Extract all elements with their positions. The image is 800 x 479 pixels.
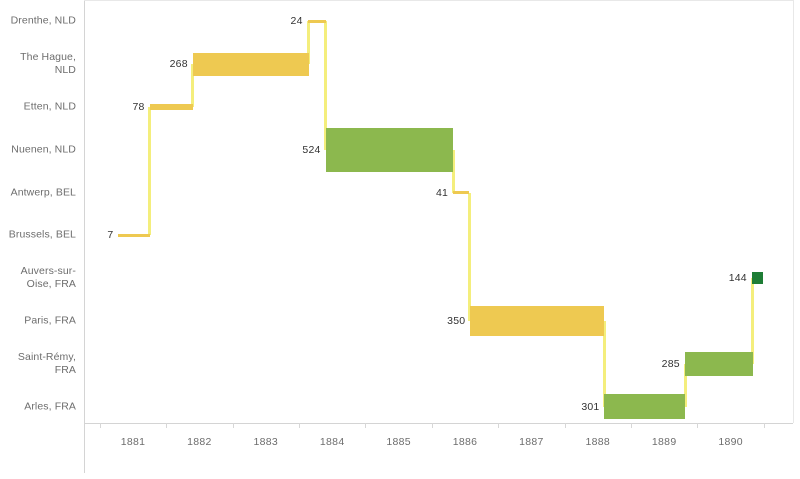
x-axis-label-1884: 1884	[319, 436, 345, 448]
x-axis-label-1881: 1881	[120, 436, 146, 448]
bar-value-label-auvers-sur-oise-fra: 144	[728, 272, 747, 285]
connector-drenthe-nld-to-nuenen-nld	[324, 21, 328, 150]
connector-antwerp-bel-to-paris-fra	[468, 192, 472, 321]
x-axis-label-1887: 1887	[519, 436, 544, 448]
y-axis-label-the-hague-nld: The Hague, NLD	[20, 51, 76, 77]
y-axis-label-auvers-sur-oise-fra: Auvers-sur-Oise, FRA	[20, 265, 76, 291]
x-axis-tick	[631, 423, 632, 428]
x-axis-label-1886: 1886	[452, 436, 478, 448]
bar-value-label-saint-r-my-fra: 285	[661, 357, 680, 370]
gantt-bar-drenthe-nld[interactable]	[307, 19, 326, 23]
connector-nuenen-nld-to-antwerp-bel	[451, 149, 455, 193]
y-axis-label-nuenen-nld: Nuenen, NLD	[11, 143, 76, 156]
plot-right-border	[793, 0, 794, 423]
gantt-bar-arles-fra[interactable]	[604, 393, 686, 420]
bar-value-label-etten-nld: 78	[132, 101, 145, 113]
x-axis-tick	[99, 423, 101, 428]
y-axis-label-etten-nld: Etten, NLD	[23, 100, 76, 113]
bar-value-label-brussels-bel: 7	[107, 229, 114, 242]
gantt-bar-etten-nld[interactable]	[149, 103, 193, 111]
y-axis-label-drenthe-nld: Drenthe, NLD	[10, 14, 76, 27]
x-axis-tick	[697, 423, 699, 428]
x-axis-label-1885: 1885	[386, 436, 411, 448]
x-axis-tick	[166, 423, 168, 428]
connector-saint-r-my-fra-to-auvers-sur-oise-fra	[750, 278, 754, 364]
gantt-bar-auvers-sur-oise-fra[interactable]	[751, 272, 764, 285]
y-axis-line	[84, 0, 85, 473]
x-axis-tick	[299, 423, 300, 428]
x-axis-tick	[431, 423, 433, 428]
connector-the-hague-nld-to-drenthe-nld	[306, 21, 310, 65]
gantt-bar-brussels-bel[interactable]	[118, 233, 150, 237]
x-axis-tick	[232, 423, 234, 428]
connector-etten-nld-to-the-hague-nld	[191, 64, 195, 107]
y-axis-label-antwerp-bel: Antwerp, BEL	[10, 186, 76, 199]
x-axis-label-1890: 1890	[718, 436, 743, 448]
y-axis-label-arles-fra: Arles, FRA	[24, 400, 76, 413]
gantt-bar-antwerp-bel[interactable]	[453, 190, 469, 195]
x-axis-tick	[763, 423, 765, 428]
plot-top-border	[84, 0, 793, 1]
x-axis-tick	[498, 423, 500, 428]
connector-brussels-bel-to-etten-nld	[148, 107, 152, 236]
x-axis-label-1889: 1889	[651, 436, 677, 448]
gantt-bar-paris-fra[interactable]	[470, 306, 604, 336]
x-axis-tick	[564, 423, 566, 428]
y-axis-label-paris-fra: Paris, FRA	[24, 314, 76, 327]
connector-paris-fra-to-arles-fra	[602, 321, 606, 407]
bar-value-label-arles-fra: 301	[581, 400, 600, 413]
x-axis-line	[84, 423, 793, 424]
connector-arles-fra-to-saint-r-my-fra	[683, 363, 687, 407]
bar-value-label-antwerp-bel: 41	[435, 186, 449, 199]
y-axis-label-saint-r-my-fra: Saint-Rémy, FRA	[17, 350, 76, 376]
bar-value-label-paris-fra: 350	[447, 315, 466, 327]
gantt-bar-the-hague-nld[interactable]	[192, 52, 309, 76]
x-axis-label-1883: 1883	[253, 436, 279, 448]
gantt-bar-nuenen-nld[interactable]	[325, 127, 454, 173]
x-axis-label-1888: 1888	[585, 436, 611, 448]
bar-value-label-the-hague-nld: 268	[169, 58, 188, 71]
y-axis-label-brussels-bel: Brussels, BEL	[8, 228, 76, 241]
x-axis-tick	[365, 423, 367, 428]
bar-value-label-drenthe-nld: 24	[290, 15, 303, 28]
bar-value-label-nuenen-nld: 524	[302, 143, 321, 156]
x-axis-label-1882: 1882	[187, 436, 212, 448]
gantt-bar-saint-r-my-fra[interactable]	[684, 351, 753, 376]
